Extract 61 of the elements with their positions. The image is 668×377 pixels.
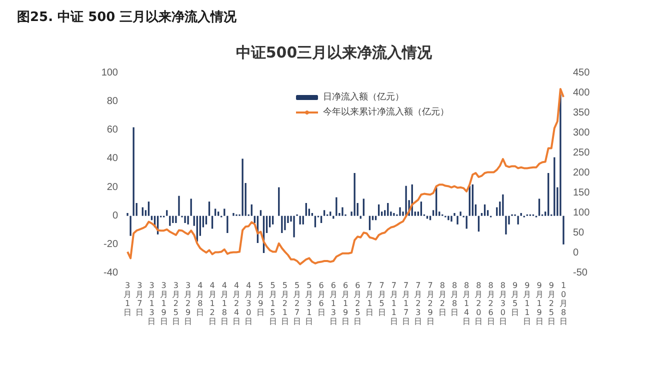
x-tick-label: 3月1日 — [124, 281, 132, 317]
x-tick-label: 4月18日 — [220, 281, 228, 326]
chart-title: 图25. 中证 500 三月以来净流入情况 — [17, 9, 238, 25]
x-tick-label: 6月19日 — [342, 281, 350, 326]
x-tick-label: 9月25日 — [547, 281, 556, 326]
y2-tick-label: 400 — [573, 88, 590, 98]
y2-tick-label: 350 — [573, 108, 590, 118]
y2-tick-label: -50 — [573, 268, 588, 278]
x-tick-label: 9月5日 — [511, 281, 520, 317]
x-tick-label: 7月1日 — [366, 281, 374, 317]
x-tick-label: 3月29日 — [184, 281, 192, 326]
x-tick-label: 7月5日 — [378, 281, 386, 317]
y2-tick-label: 250 — [573, 148, 590, 158]
y-tick-label: -40 — [104, 268, 118, 278]
x-tick-label: 7月29日 — [426, 281, 434, 326]
x-tick-label: 5月31日 — [305, 281, 314, 326]
x-tick-label: 4月8日 — [196, 281, 204, 317]
x-tick-label: 9月11日 — [523, 281, 532, 326]
x-tick-label: 3月13日 — [148, 281, 156, 326]
y-tick-label: 60 — [106, 124, 118, 136]
x-tick-label: 3月25日 — [172, 281, 180, 326]
y2-tick-label: 200 — [573, 168, 590, 178]
y-tick-label: -20 — [104, 238, 118, 250]
line-series — [126, 88, 564, 266]
y2-tick-label: 450 — [573, 68, 590, 78]
x-tick-label: 3月7日 — [136, 281, 144, 317]
y-tick-label: 100 — [101, 68, 118, 78]
x-tick-label: 4月30日 — [244, 281, 253, 326]
y2-tick-label: 150 — [573, 188, 590, 198]
x-tick-label: 7月11日 — [390, 281, 398, 326]
y2-tick-label: 50 — [573, 228, 585, 238]
y2-tick-label: 300 — [573, 128, 590, 138]
y-tick-label: 0 — [112, 210, 118, 222]
x-tick-label: 5月21日 — [280, 281, 289, 326]
chart-subtitle: 中证500三月以来净流入情况 — [236, 44, 434, 62]
x-tick-label: 7月17日 — [402, 281, 410, 326]
x-tick-label: 6月13日 — [329, 281, 338, 326]
x-tick-label: 4月12日 — [208, 281, 216, 326]
legend-label: 日净流入额（亿元） — [323, 92, 404, 102]
x-tick-label: 5月27日 — [293, 281, 302, 326]
y-tick-label: 20 — [106, 182, 118, 193]
x-tick-label: 6月25日 — [354, 281, 362, 326]
x-tick-label: 9月19日 — [535, 281, 544, 326]
y-tick-label: 80 — [106, 96, 118, 108]
x-tick-label: 3月19日 — [160, 281, 168, 326]
x-tick-label: 5月9日 — [256, 281, 265, 317]
legend-label: 今年以来累计净流入额（亿元） — [323, 106, 449, 118]
x-tick-label: 4月24日 — [232, 281, 241, 326]
x-tick-label: 8月2日 — [438, 281, 446, 317]
y2-tick-label: 0 — [573, 248, 579, 258]
x-tick-label: 8月20日 — [474, 281, 483, 326]
x-tick-label: 6月6日 — [317, 281, 326, 317]
x-tick-label: 8月14日 — [462, 281, 471, 326]
x-tick-label: 7月23日 — [414, 281, 422, 326]
x-tick-label: 5月15日 — [268, 281, 277, 326]
x-tick-label: 8月30日 — [498, 281, 507, 326]
x-tick-label: 10月8日 — [559, 281, 568, 326]
x-tick-label: 8月26日 — [486, 281, 495, 326]
y2-tick-label: 100 — [573, 208, 590, 218]
x-tick-label: 8月8日 — [450, 281, 458, 317]
y-tick-label: 40 — [106, 153, 118, 164]
